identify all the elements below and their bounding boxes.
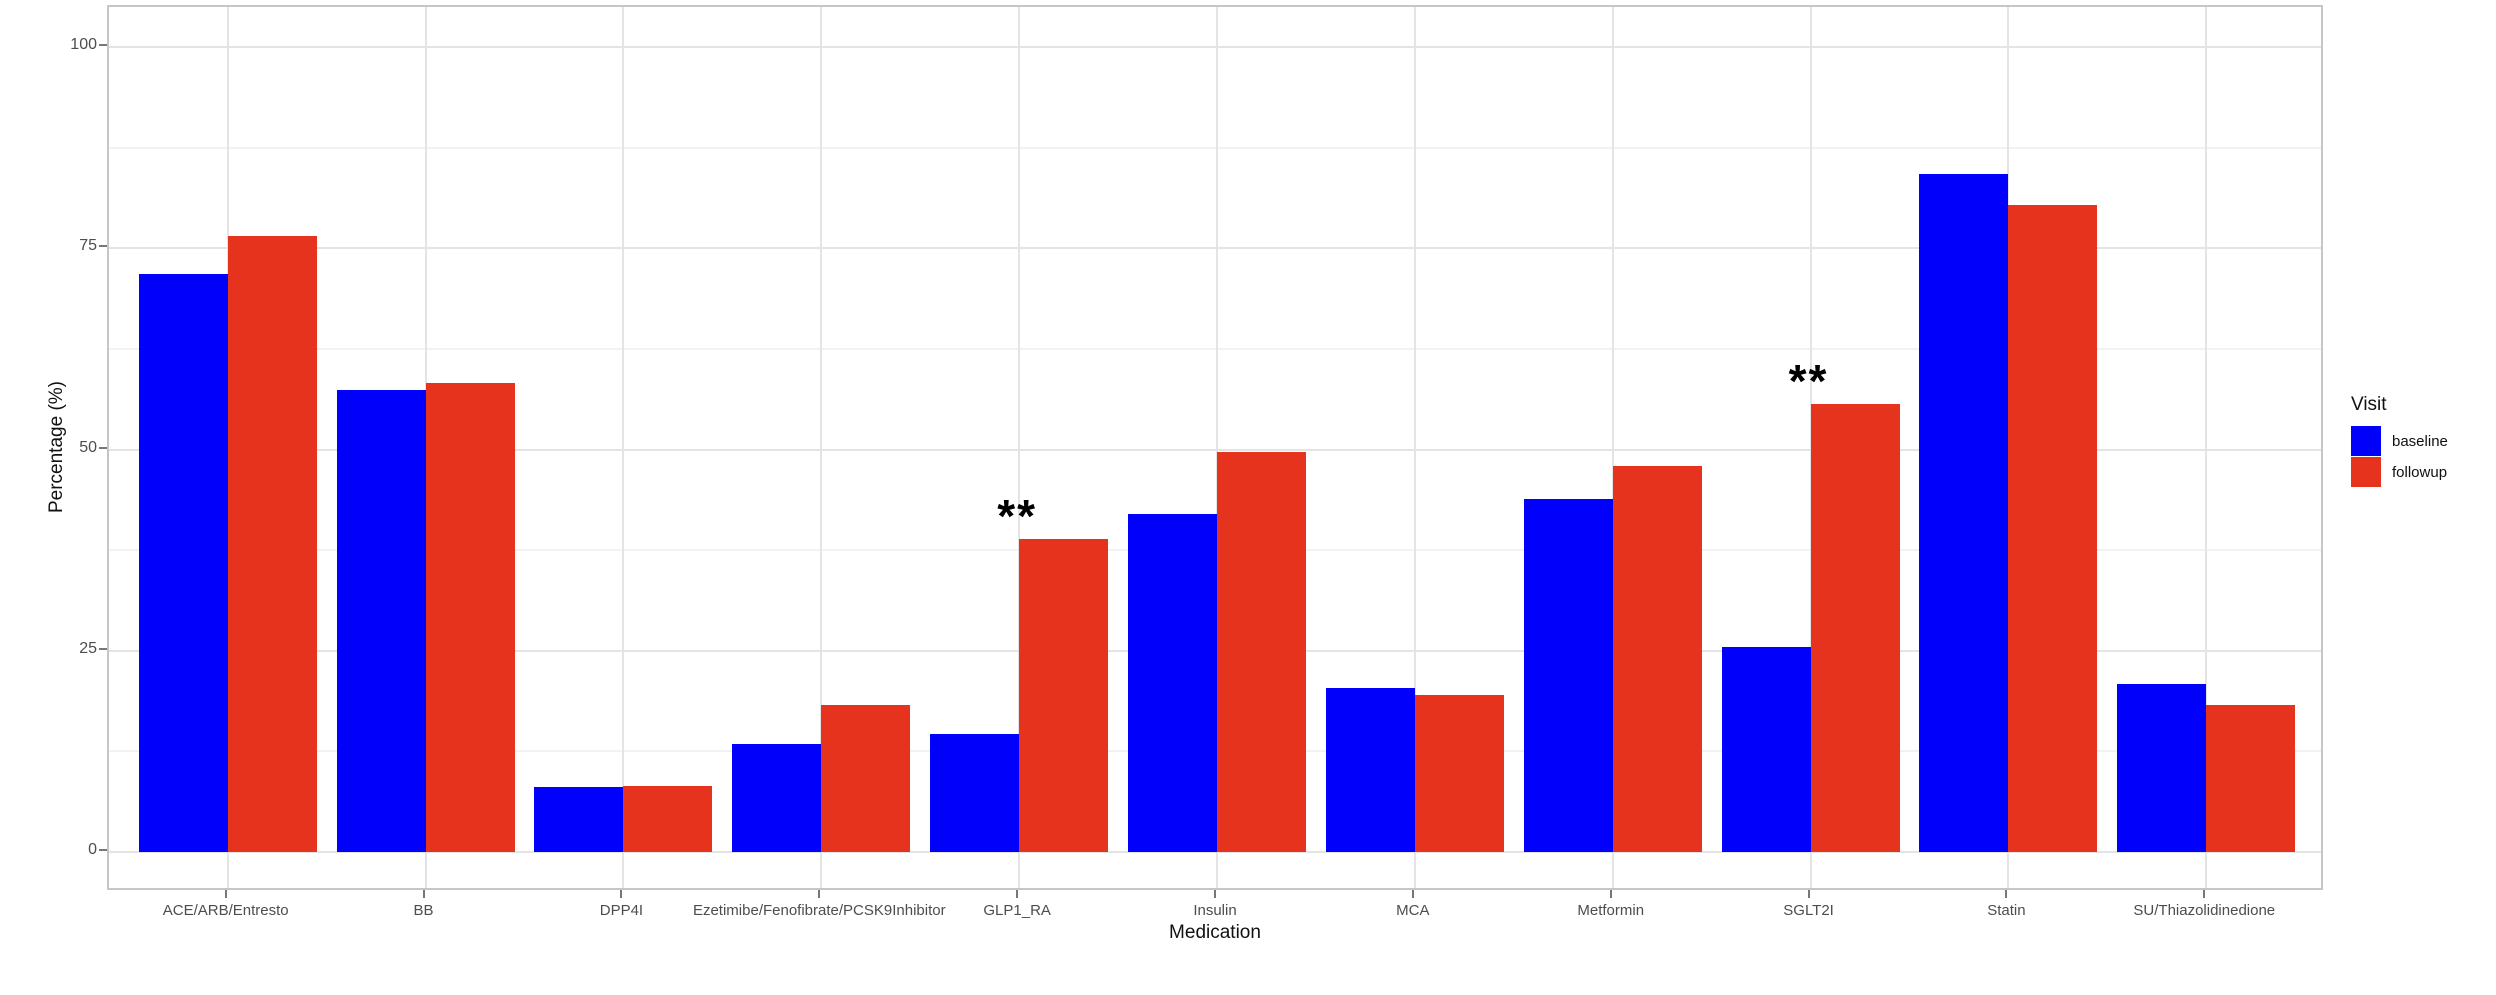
bar-baseline [1721, 647, 1811, 852]
x-tick-label: Metformin [1577, 902, 1645, 919]
bar-followup [623, 785, 713, 852]
legend-item-baseline: baseline [2351, 426, 2448, 456]
major-gridline [109, 448, 2321, 451]
x-tick-label: MCA [1396, 902, 1430, 919]
legend-items: baseline followup [2351, 426, 2448, 487]
vertical-gridline [820, 7, 823, 888]
x-tick-mark [818, 890, 821, 898]
bar-baseline [1325, 687, 1415, 852]
bar-followup [425, 382, 515, 852]
significance-annotation: ** [997, 489, 1038, 542]
x-tick-mark [1411, 890, 1414, 898]
bar-baseline [1919, 173, 2009, 852]
vertical-gridline [622, 7, 625, 888]
x-tick-mark [620, 890, 623, 898]
x-tick-mark [1016, 890, 1019, 898]
vertical-gridline [2205, 7, 2208, 888]
legend-key-swatch [2351, 457, 2381, 487]
major-gridline [109, 46, 2321, 49]
plot-panel [107, 5, 2323, 890]
legend-item-followup: followup [2351, 457, 2448, 487]
x-tick-mark [224, 890, 227, 898]
legend-label: baseline [2392, 432, 2448, 450]
vertical-gridline [1216, 7, 1218, 888]
legend-key-swatch [2351, 426, 2381, 456]
x-tick-label: GLP1_RA [983, 902, 1051, 919]
bar-followup [227, 236, 317, 852]
bar-baseline [534, 787, 624, 852]
y-tick-mark [99, 647, 107, 650]
x-tick-mark [1807, 890, 1810, 898]
x-tick-mark [422, 890, 425, 898]
x-tick-label: Statin [1987, 902, 2026, 919]
x-tick-mark [1609, 890, 1612, 898]
y-tick-mark [99, 44, 107, 47]
y-tick-label: 100 [70, 36, 97, 54]
y-tick-label: 50 [79, 438, 97, 456]
y-tick-mark [99, 446, 107, 449]
x-tick-mark [2005, 890, 2008, 898]
bar-followup [1217, 451, 1307, 852]
x-tick-mark [1214, 890, 1216, 898]
bar-followup [821, 705, 911, 852]
bar-followup [1414, 694, 1504, 852]
bar-followup [2206, 705, 2296, 852]
significance-annotation: ** [1788, 354, 1829, 407]
bar-baseline [2117, 683, 2207, 852]
bar-baseline [336, 389, 426, 852]
y-tick-label: 25 [79, 639, 97, 657]
vertical-gridline [1413, 7, 1416, 888]
y-tick-mark [99, 245, 107, 248]
bar-followup [1019, 538, 1109, 852]
vertical-gridline [1611, 7, 1614, 888]
minor-gridline [109, 146, 2321, 149]
legend-label: followup [2392, 463, 2448, 481]
minor-gridline [109, 347, 2321, 350]
major-gridline [109, 850, 2321, 853]
bar-baseline [1523, 498, 1613, 852]
bar-followup [1612, 466, 1702, 852]
x-tick-label: SU/Thiazolidinedione [2133, 902, 2276, 919]
major-gridline [109, 247, 2321, 250]
legend-title: Visit [2351, 394, 2387, 415]
x-axis-title: Medication [1169, 922, 1261, 943]
legend: Visit baseline followup [2351, 394, 2448, 488]
x-tick-label: SGLT2I [1783, 902, 1834, 919]
bar-baseline [732, 743, 822, 852]
bar-followup [2008, 204, 2098, 852]
x-tick-label: BB [413, 902, 434, 919]
x-tick-label: DPP4I [599, 902, 644, 919]
y-tick-label: 75 [79, 237, 97, 255]
y-tick-mark [99, 848, 107, 851]
x-tick-label: Insulin [1193, 902, 1237, 919]
bar-baseline [138, 274, 228, 852]
vertical-gridline [1018, 7, 1021, 888]
bar-followup [1810, 403, 1900, 852]
bar-baseline [930, 734, 1020, 852]
bar-baseline [1127, 513, 1217, 852]
x-tick-mark [2203, 890, 2206, 898]
x-tick-label: ACE/ARB/Entresto [162, 902, 289, 919]
x-tick-label: Ezetimibe/Fenofibrate/PCSK9Inhibitor [692, 902, 946, 919]
y-tick-label: 0 [88, 840, 97, 858]
